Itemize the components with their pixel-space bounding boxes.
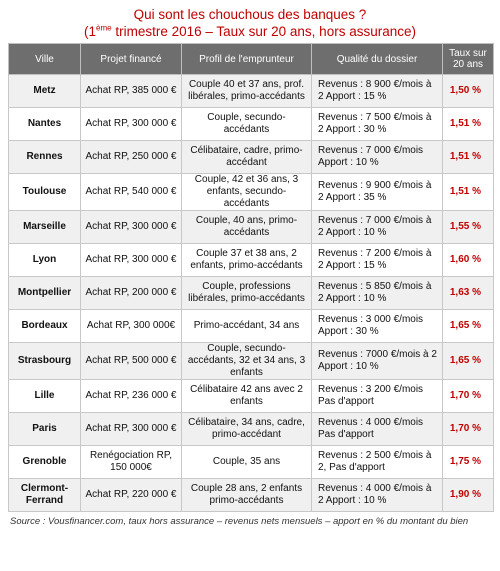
header-qualite: Qualité du dossier (311, 43, 443, 75)
title-line-2-suffix: trimestre 2016 – Taux sur 20 ans, hors a… (111, 24, 416, 39)
cell-taux: 1,50 % (442, 74, 494, 108)
title-line-1: Qui sont les chouchous des banques ? (133, 7, 367, 22)
cell-qualite: Revenus : 8 900 €/mois à 2 Apport : 15 % (311, 74, 443, 108)
cell-qualite: Revenus : 7 500 €/mois à 2 Apport : 30 % (311, 107, 443, 141)
page-title: Qui sont les chouchous des banques ? (1è… (0, 0, 500, 40)
cell-qualite: Revenus : 3 000 €/mois Apport : 30 % (311, 309, 443, 343)
cell-taux: 1,63 % (442, 276, 494, 310)
cell-qualite: Revenus : 4 000 €/mois à 2 Apport : 10 % (311, 478, 443, 512)
table-row: Grenoble Renégociation RP, 150 000€ Couple… (8, 445, 494, 479)
cell-profil: Célibataire, cadre, primo-accédant (181, 140, 312, 174)
cell-taux: 1,55 % (442, 210, 494, 244)
cell-projet: Achat RP, 220 000 € (80, 478, 182, 512)
cell-profil: Couple 40 et 37 ans, prof. libérales, pr… (181, 74, 312, 108)
table-row: Metz Achat RP, 385 000 € Couple 40 et 37 a… (8, 74, 494, 108)
cell-projet: Achat RP, 300 000€ (80, 309, 182, 343)
cell-qualite: Revenus : 4 000 €/mois Pas d'apport (311, 412, 443, 446)
cell-profil: Couple, professions libérales, primo-acc… (181, 276, 312, 310)
cell-ville: Toulouse (8, 173, 81, 211)
table-row: Toulouse Achat RP, 540 000 € Couple, 42 et… (8, 173, 494, 211)
cell-projet: Achat RP, 540 000 € (80, 173, 182, 211)
cell-taux: 1,51 % (442, 140, 494, 174)
cell-ville: Metz (8, 74, 81, 108)
cell-qualite: Revenus : 7 200 €/mois à 2 Apport : 15 % (311, 243, 443, 277)
cell-projet: Achat RP, 300 000 € (80, 210, 182, 244)
header-ville: Ville (8, 43, 81, 75)
table-row: Strasbourg Achat RP, 500 000 € Couple, sec… (8, 342, 494, 380)
cell-taux: 1,65 % (442, 342, 494, 380)
title-line-2: (1ème trimestre 2016 – Taux sur 20 ans, … (0, 23, 500, 40)
cell-taux: 1,75 % (442, 445, 494, 479)
table-row: Clermont-Ferrand Achat RP, 220 000 € Coupl… (8, 478, 494, 512)
cell-ville: Marseille (8, 210, 81, 244)
table-row: Lille Achat RP, 236 000 € Célibataire 42 a… (8, 379, 494, 413)
cell-projet: Achat RP, 200 000 € (80, 276, 182, 310)
cell-ville: Paris (8, 412, 81, 446)
table-row: Lyon Achat RP, 300 000 € Couple 37 et 38 a… (8, 243, 494, 277)
cell-taux: 1,65 % (442, 309, 494, 343)
cell-taux: 1,70 % (442, 412, 494, 446)
cell-ville: Clermont-Ferrand (8, 478, 81, 512)
table-row: Paris Achat RP, 300 000 € Célibataire, 34 … (8, 412, 494, 446)
header-taux: Taux sur 20 ans (442, 43, 494, 75)
cell-ville: Strasbourg (8, 342, 81, 380)
cell-profil: Couple 28 ans, 2 enfants primo-accédants (181, 478, 312, 512)
cell-ville: Lille (8, 379, 81, 413)
cell-ville: Bordeaux (8, 309, 81, 343)
cell-projet: Achat RP, 300 000 € (80, 243, 182, 277)
cell-qualite: Revenus : 9 900 €/mois à 2 Apport : 35 % (311, 173, 443, 211)
cell-qualite: Revenus : 7 000 €/mois Apport : 10 % (311, 140, 443, 174)
cell-taux: 1,90 % (442, 478, 494, 512)
table-row: Montpellier Achat RP, 200 000 € Couple, pr… (8, 276, 494, 310)
header-row: Ville Projet financé Profil de l'emprunt… (8, 43, 494, 75)
cell-projet: Renégociation RP, 150 000€ (80, 445, 182, 479)
table-row: Bordeaux Achat RP, 300 000€ Primo-accédant… (8, 309, 494, 343)
cell-profil: Couple 37 et 38 ans, 2 enfants, primo-ac… (181, 243, 312, 277)
cell-profil: Célibataire, 34 ans, cadre, primo-accéda… (181, 412, 312, 446)
cell-qualite: Revenus : 7000 €/mois à 2 Apport : 10 % (311, 342, 443, 380)
table-row: Nantes Achat RP, 300 000 € Couple, secundo… (8, 107, 494, 141)
cell-profil: Couple, 42 et 36 ans, 3 enfants, secundo… (181, 173, 312, 211)
cell-qualite: Revenus : 3 200 €/mois Pas d'apport (311, 379, 443, 413)
cell-ville: Montpellier (8, 276, 81, 310)
cell-taux: 1,70 % (442, 379, 494, 413)
header-profil: Profil de l'emprunteur (181, 43, 312, 75)
cell-ville: Lyon (8, 243, 81, 277)
cell-qualite: Revenus : 7 000 €/mois à 2 Apport : 10 % (311, 210, 443, 244)
cell-taux: 1,51 % (442, 173, 494, 211)
table-row: Marseille Achat RP, 300 000 € Couple, 40 a… (8, 210, 494, 244)
title-line-2-superscript: ème (96, 23, 112, 33)
cell-projet: Achat RP, 500 000 € (80, 342, 182, 380)
cell-profil: Couple, 35 ans (181, 445, 312, 479)
cell-projet: Achat RP, 300 000 € (80, 107, 182, 141)
cell-qualite: Revenus : 2 500 €/mois à 2, Pas d'apport (311, 445, 443, 479)
cell-profil: Couple, 40 ans, primo-accédants (181, 210, 312, 244)
cell-ville: Grenoble (8, 445, 81, 479)
cell-ville: Nantes (8, 107, 81, 141)
cell-projet: Achat RP, 236 000 € (80, 379, 182, 413)
table-body: Metz Achat RP, 385 000 € Couple 40 et 37 a… (8, 74, 494, 512)
cell-taux: 1,51 % (442, 107, 494, 141)
cell-taux: 1,60 % (442, 243, 494, 277)
title-line-2-prefix: (1 (84, 24, 97, 39)
header-projet: Projet financé (80, 43, 182, 75)
cell-profil: Célibataire 42 ans avec 2 enfants (181, 379, 312, 413)
cell-projet: Achat RP, 250 000 € (80, 140, 182, 174)
cell-ville: Rennes (8, 140, 81, 174)
source-note: Source : Vousfinancer.com, taux hors ass… (10, 516, 469, 527)
cell-profil: Couple, secundo-accédants, 32 et 34 ans,… (181, 342, 312, 380)
cell-projet: Achat RP, 300 000 € (80, 412, 182, 446)
cell-profil: Couple, secundo-accédants (181, 107, 312, 141)
cell-projet: Achat RP, 385 000 € (80, 74, 182, 108)
table-row: Rennes Achat RP, 250 000 € Célibataire, ca… (8, 140, 494, 174)
cell-profil: Primo-accédant, 34 ans (181, 309, 312, 343)
rates-table: Ville Projet financé Profil de l'emprunt… (8, 43, 494, 512)
cell-qualite: Revenus : 5 850 €/mois à 2 Apport : 10 % (311, 276, 443, 310)
